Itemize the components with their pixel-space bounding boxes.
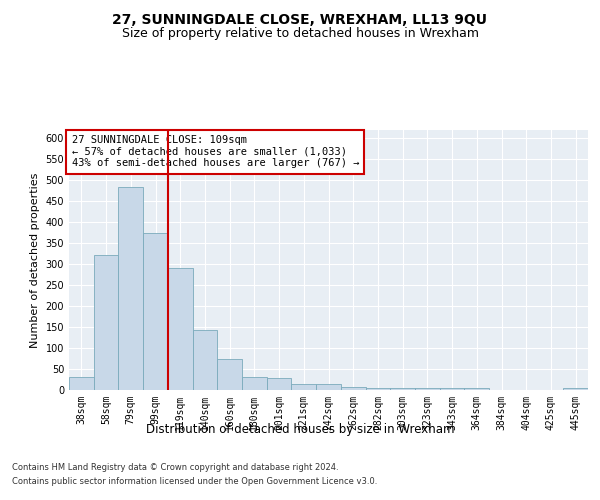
Text: Distribution of detached houses by size in Wrexham: Distribution of detached houses by size … [146,422,454,436]
Bar [242,376,267,390]
Text: Contains HM Land Registry data © Crown copyright and database right 2024.: Contains HM Land Registry data © Crown c… [12,462,338,471]
Text: 27, SUNNINGDALE CLOSE, WREXHAM, LL13 9QU: 27, SUNNINGDALE CLOSE, WREXHAM, LL13 9QU [113,12,487,26]
Text: Contains public sector information licensed under the Open Government Licence v3: Contains public sector information licen… [12,478,377,486]
Bar [69,376,94,390]
Text: Size of property relative to detached houses in Wrexham: Size of property relative to detached ho… [121,28,479,40]
Bar [440,388,464,390]
Bar [193,330,217,390]
Bar [168,268,193,390]
Bar [118,188,143,390]
Bar [143,232,168,390]
Bar [217,358,242,390]
Bar [292,384,316,390]
Bar [415,388,440,390]
Bar [267,378,292,390]
Bar [464,388,489,390]
Bar [94,255,118,390]
Bar [390,388,415,390]
Bar [316,384,341,390]
Bar [341,386,365,390]
Bar [563,388,588,390]
Bar [365,388,390,390]
Text: 27 SUNNINGDALE CLOSE: 109sqm
← 57% of detached houses are smaller (1,033)
43% of: 27 SUNNINGDALE CLOSE: 109sqm ← 57% of de… [71,135,359,168]
Y-axis label: Number of detached properties: Number of detached properties [30,172,40,348]
